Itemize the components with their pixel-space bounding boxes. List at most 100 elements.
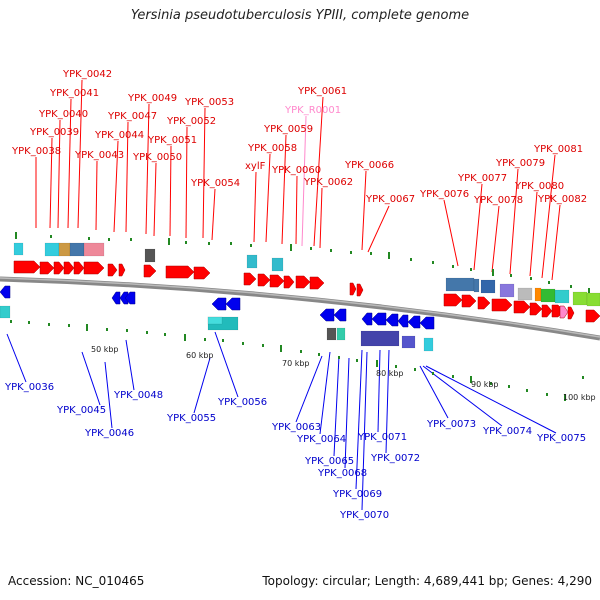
gene-label-YPK_0062[interactable]: YPK_0062 <box>303 177 353 188</box>
kbp-label-60: 60 kbp <box>186 351 214 360</box>
gene-label-YPK_0052[interactable]: YPK_0052 <box>166 116 216 127</box>
tick-lower <box>106 328 108 331</box>
genome-title: Yersinia pseudotuberculosis YPIII, compl… <box>130 8 470 23</box>
gene-label-YPK_0041[interactable]: YPK_0041 <box>49 88 99 99</box>
gene-label-YPK_0036[interactable]: YPK_0036 <box>4 382 54 393</box>
tick-upper <box>570 285 572 288</box>
gene-label-YPK_0059[interactable]: YPK_0059 <box>263 124 313 135</box>
tick-lower <box>395 365 397 368</box>
gene-label-YPK_0053[interactable]: YPK_0053 <box>184 97 234 108</box>
gene-label-YPK_0038[interactable]: YPK_0038 <box>11 146 61 157</box>
gene-label-YPK_0054[interactable]: YPK_0054 <box>190 178 240 189</box>
gene-label-YPK_0043[interactable]: YPK_0043 <box>74 150 124 161</box>
tick-lower <box>28 321 30 324</box>
forward-gene-labels: YPK_0038 YPK_0039 YPK_0040 YPK_0041 YPK_… <box>11 69 587 206</box>
gene-label-YPK_0081[interactable]: YPK_0081 <box>533 144 583 155</box>
gene-label-YPK_0078[interactable]: YPK_0078 <box>473 195 523 206</box>
gene-label-YPK_0039[interactable]: YPK_0039 <box>29 127 79 138</box>
tick-upper <box>230 242 232 245</box>
gene-label-YPK_0040[interactable]: YPK_0040 <box>38 109 88 120</box>
gene-label-YPK_0055[interactable]: YPK_0055 <box>166 413 216 424</box>
gene-label-YPK_0064[interactable]: YPK_0064 <box>296 434 346 445</box>
gene-label-YPK_0049[interactable]: YPK_0049 <box>127 93 177 104</box>
connector-line <box>57 119 61 229</box>
kbp-labels: 50 kbp 60 kbp 70 kbp 80 kbp 90 kbp 100 k… <box>91 345 596 402</box>
gene-label-xylF[interactable]: xylF <box>245 161 266 172</box>
gene-label-YPK_0047[interactable]: YPK_0047 <box>107 111 157 122</box>
gene-label-YPK_0063[interactable]: YPK_0063 <box>271 422 321 433</box>
tick-upper <box>492 269 494 276</box>
forward-gene-arrow <box>477 296 491 310</box>
tick-upper <box>290 244 292 251</box>
gene-label-YPK_0070[interactable]: YPK_0070 <box>339 510 389 521</box>
gene-label-YPK_0067[interactable]: YPK_0067 <box>365 194 415 205</box>
tick-lower <box>546 393 548 396</box>
forward-gene-arrow <box>461 294 477 308</box>
cog-box <box>271 257 284 272</box>
cog-box <box>517 287 533 301</box>
gene-label-YPK_0042[interactable]: YPK_0042 <box>62 69 112 80</box>
gene-label-YPK_0080[interactable]: YPK_0080 <box>514 181 564 192</box>
forward-gene-arrow <box>13 260 41 274</box>
cog-box <box>540 288 556 303</box>
tick-upper <box>588 288 590 295</box>
connector-line <box>355 349 363 490</box>
cog-box <box>499 283 515 298</box>
tick-lower <box>452 375 454 378</box>
tick-lower <box>146 331 148 334</box>
gene-label-YPK_R0001[interactable]: YPK_R0001 <box>284 105 341 116</box>
cog-box <box>586 292 600 307</box>
gene-label-YPK_0058[interactable]: YPK_0058 <box>247 143 297 154</box>
connector-line <box>295 355 323 423</box>
tick-upper <box>452 265 454 268</box>
gene-label-YPK_0044[interactable]: YPK_0044 <box>94 130 144 141</box>
gene-label-YPK_0082[interactable]: YPK_0082 <box>537 194 587 205</box>
gene-label-YPK_0046[interactable]: YPK_0046 <box>84 428 134 439</box>
kbp-label-80: 80 kbp <box>376 369 404 378</box>
tick-lower <box>300 350 302 353</box>
connector-line <box>6 333 27 383</box>
tick-lower <box>490 382 492 385</box>
reverse-gene-arrow <box>0 285 11 299</box>
tick-lower <box>564 394 566 401</box>
tick-upper <box>88 237 90 240</box>
gene-label-YPK_0069[interactable]: YPK_0069 <box>332 489 382 500</box>
tick-lower <box>68 324 70 327</box>
connector-line <box>125 121 129 233</box>
gene-label-YPK_0056[interactable]: YPK_0056 <box>217 397 267 408</box>
reverse-gene-arrow <box>333 308 347 322</box>
tick-upper <box>50 235 52 238</box>
gene-label-YPK_0071[interactable]: YPK_0071 <box>357 432 407 443</box>
gene-label-YPK_0060[interactable]: YPK_0060 <box>271 165 321 176</box>
gene-label-YPK_0074[interactable]: YPK_0074 <box>482 426 532 437</box>
tick-lower <box>222 339 224 342</box>
reverse-gene-labels: YPK_0036 YPK_0045 YPK_0046 YPK_0048 YPK_… <box>4 382 586 521</box>
cog-box <box>572 291 588 306</box>
cog-box <box>13 242 24 256</box>
cog-box <box>534 287 542 302</box>
forward-gene-arrow <box>143 264 157 278</box>
gene-label-YPK_0061[interactable]: YPK_0061 <box>297 86 347 97</box>
connector-line <box>529 191 538 277</box>
gene-label-YPK_0050[interactable]: YPK_0050 <box>132 152 182 163</box>
gene-label-YPK_0065[interactable]: YPK_0065 <box>304 456 354 467</box>
gene-label-YPK_0068[interactable]: YPK_0068 <box>317 468 367 479</box>
gene-label-YPK_0073[interactable]: YPK_0073 <box>426 419 476 430</box>
gene-label-YPK_0077[interactable]: YPK_0077 <box>457 173 507 184</box>
cog-box <box>246 254 258 269</box>
gene-label-YPK_0051[interactable]: YPK_0051 <box>147 135 197 146</box>
connector-line <box>49 137 53 229</box>
cog-box <box>58 242 71 257</box>
connector-line <box>193 357 211 414</box>
tick-upper <box>530 277 532 280</box>
cog-box <box>144 248 156 263</box>
gene-label-YPK_0072[interactable]: YPK_0072 <box>370 453 420 464</box>
gene-label-YPK_0076[interactable]: YPK_0076 <box>419 189 469 200</box>
reverse-gene-arrow <box>319 308 335 322</box>
cog-box <box>0 305 11 319</box>
gene-label-YPK_0075[interactable]: YPK_0075 <box>536 433 586 444</box>
gene-label-YPK_0066[interactable]: YPK_0066 <box>344 160 394 171</box>
gene-label-YPK_0079[interactable]: YPK_0079 <box>495 158 545 169</box>
gene-label-YPK_0045[interactable]: YPK_0045 <box>56 405 106 416</box>
gene-label-YPK_0048[interactable]: YPK_0048 <box>113 390 163 401</box>
